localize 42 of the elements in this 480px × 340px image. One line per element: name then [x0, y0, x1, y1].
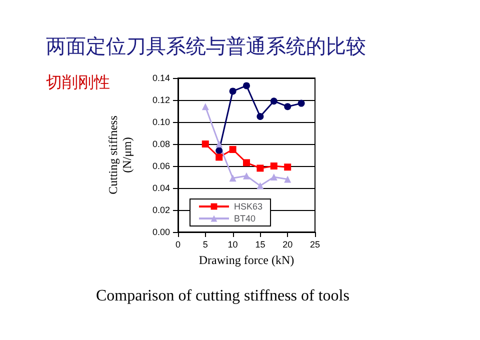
point — [229, 146, 236, 153]
point — [284, 164, 292, 171]
x-tick-label: 10 — [228, 240, 238, 250]
legend-label: HSK63 — [234, 202, 263, 212]
x-tick-label: 0 — [175, 240, 181, 250]
x-axis-title: Drawing force (kN) — [198, 253, 294, 267]
point — [243, 159, 250, 166]
text: Comparison of cutting stiffness of tools — [96, 288, 350, 304]
point — [216, 147, 223, 154]
x-tick-label: 20 — [282, 240, 293, 250]
point — [216, 140, 223, 148]
x-tick-label: 5 — [202, 240, 208, 250]
point — [270, 174, 278, 180]
point — [256, 182, 264, 190]
point — [202, 140, 209, 148]
point — [284, 103, 292, 110]
chart-subtitle: 切削刚性 — [46, 72, 110, 92]
y-axis-title: Cutting stiffness (N/μm) — [106, 115, 134, 194]
y-tick-label: 0.02 — [152, 205, 170, 215]
y-tick-label: 0.04 — [152, 183, 170, 193]
y-tick-label: 0.08 — [152, 139, 170, 149]
legend-label: BT40 — [234, 214, 256, 224]
point — [202, 103, 209, 110]
y-tick-label: 0.00 — [152, 227, 170, 237]
point — [298, 100, 305, 107]
point — [243, 82, 250, 90]
y-tick-label: 0.06 — [152, 161, 170, 171]
point — [229, 88, 236, 95]
point — [216, 154, 223, 161]
y-tick-label: 0.10 — [152, 117, 170, 127]
y-tick-label: 0.12 — [152, 95, 170, 105]
y-tick-label: 0.14 — [152, 73, 170, 83]
x-tick-label: 15 — [255, 240, 266, 250]
point — [243, 172, 250, 180]
point — [256, 164, 264, 172]
x-tick-label: 25 — [310, 240, 320, 250]
point — [256, 113, 264, 120]
point — [270, 98, 278, 105]
chart-title: 两面定位刀具系统与普通系统的比较 — [46, 34, 366, 58]
point — [229, 174, 236, 182]
point — [284, 176, 292, 183]
point — [270, 162, 278, 170]
